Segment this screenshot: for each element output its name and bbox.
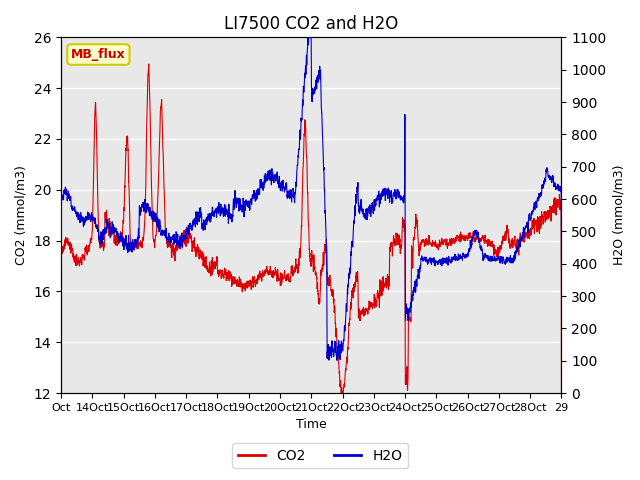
Y-axis label: CO2 (mmol/m3): CO2 (mmol/m3) [15, 165, 28, 265]
Title: LI7500 CO2 and H2O: LI7500 CO2 and H2O [224, 15, 398, 33]
Y-axis label: H2O (mmol/m3): H2O (mmol/m3) [612, 165, 625, 265]
Legend: CO2, H2O: CO2, H2O [232, 443, 408, 468]
Text: MB_flux: MB_flux [71, 48, 126, 61]
X-axis label: Time: Time [296, 419, 326, 432]
